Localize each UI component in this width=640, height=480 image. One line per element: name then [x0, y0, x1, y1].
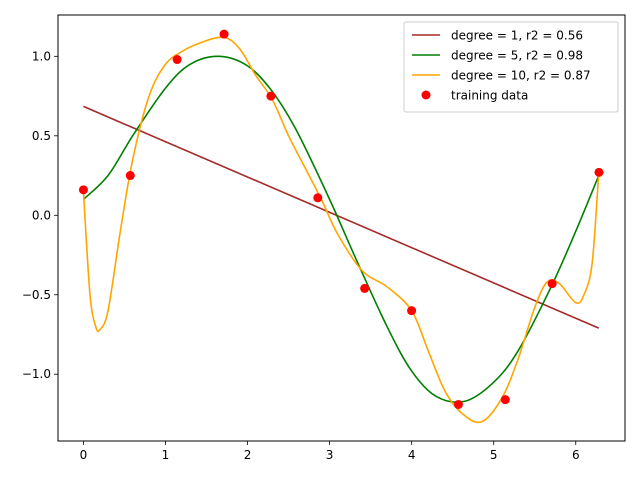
x-tick-label: 1 [162, 448, 170, 462]
y-tick-label: 0.0 [32, 208, 51, 222]
y-tick-label: −1.0 [22, 367, 51, 381]
training-data-point [125, 171, 135, 181]
legend: degree = 1, r2 = 0.56 degree = 5, r2 = 0.… [403, 21, 619, 113]
x-tick-label: 4 [408, 448, 416, 462]
training-data-point [453, 399, 463, 409]
training-data-point [266, 91, 276, 101]
y-tick-label: 1.0 [32, 49, 51, 63]
legend-label: degree = 10, r2 = 0.87 [451, 69, 591, 83]
training-data-point [78, 185, 88, 195]
legend-box [403, 21, 619, 113]
training-data-point [313, 193, 323, 203]
x-tick-label: 3 [326, 448, 334, 462]
training-data-point [547, 279, 557, 289]
y-tick-label: −0.5 [22, 288, 51, 302]
legend-label: degree = 5, r2 = 0.98 [451, 49, 583, 63]
x-axis-ticks: 0 1 2 3 4 5 6 [80, 441, 580, 462]
series-line-degree-1-r2-0-56 [83, 105, 600, 329]
x-tick-label: 0 [80, 448, 88, 462]
series-line-degree-5-r2-0-98 [82, 55, 600, 404]
y-tick-label: 0.5 [32, 129, 51, 143]
legend-label: training data [451, 89, 528, 103]
training-points [78, 29, 604, 409]
training-data-point [172, 55, 182, 65]
training-data-point [594, 167, 604, 177]
x-tick-label: 6 [572, 448, 580, 462]
x-tick-label: 5 [490, 448, 498, 462]
y-axis-ticks: −1.0 −0.5 0.0 0.5 1.0 [22, 49, 58, 381]
training-data-point [500, 395, 510, 405]
x-tick-label: 2 [244, 448, 252, 462]
legend-label: degree = 1, r2 = 0.56 [451, 29, 583, 43]
training-data-point [219, 29, 229, 39]
legend-swatch-training-data [421, 90, 431, 100]
training-data-point [407, 306, 417, 316]
training-data-point [360, 283, 370, 293]
